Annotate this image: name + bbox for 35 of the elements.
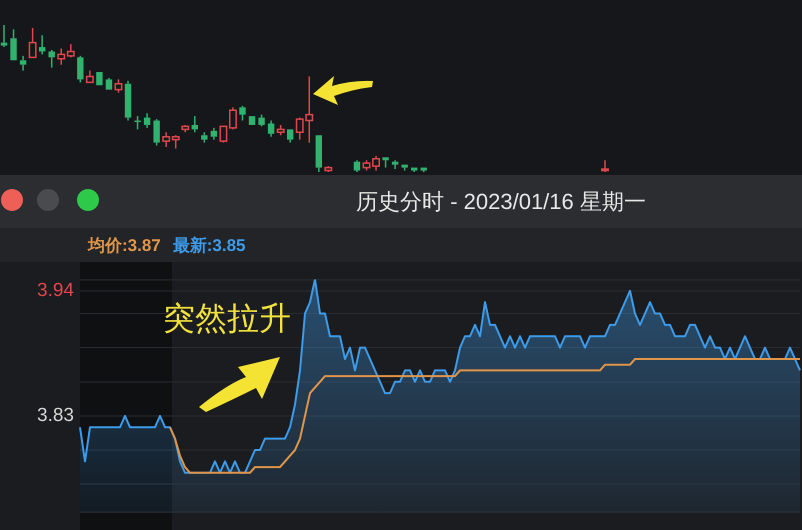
text: 均价:3.87 xyxy=(88,234,161,256)
candlestick xyxy=(20,55,26,72)
y-tick-label: 3.83 xyxy=(37,405,74,426)
chart-title: 历史分时 - 2023/01/16 星期一 xyxy=(0,175,802,228)
candlestick xyxy=(305,76,314,144)
candlestick xyxy=(162,132,170,148)
candlestick xyxy=(38,34,46,56)
candlestick xyxy=(153,118,160,146)
candlestick xyxy=(392,159,398,170)
candlestick xyxy=(268,120,274,138)
candlestick xyxy=(57,48,66,66)
candlestick xyxy=(106,77,112,90)
candlestick xyxy=(316,135,322,173)
candlestick xyxy=(411,168,418,173)
candlestick xyxy=(48,49,55,68)
candlestick xyxy=(201,132,208,144)
y-tick-label: 3.94 xyxy=(37,280,74,302)
candlestick xyxy=(258,114,265,128)
candlestick xyxy=(210,127,218,140)
candlestick xyxy=(134,115,141,130)
annotation: 突然拉升 xyxy=(163,298,291,339)
candlestick xyxy=(192,115,198,134)
candlestick xyxy=(286,129,294,144)
candlestick xyxy=(601,159,609,173)
candlestick xyxy=(124,80,132,122)
candlestick xyxy=(144,112,150,129)
text: 最新:3.85 xyxy=(172,234,246,256)
candlestick xyxy=(28,27,37,58)
candlestick xyxy=(420,168,427,173)
candlestick xyxy=(10,28,17,60)
candlestick xyxy=(401,164,408,172)
candlestick xyxy=(354,159,360,173)
candlestick xyxy=(77,55,84,84)
candlestick xyxy=(172,134,180,150)
candlestick xyxy=(0,24,8,48)
